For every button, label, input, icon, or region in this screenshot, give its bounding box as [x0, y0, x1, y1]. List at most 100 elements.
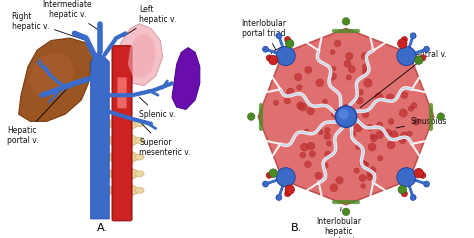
Circle shape: [266, 55, 272, 61]
Circle shape: [300, 152, 306, 158]
Circle shape: [330, 184, 338, 192]
Circle shape: [269, 169, 278, 178]
Circle shape: [301, 143, 309, 151]
Circle shape: [424, 47, 429, 52]
Circle shape: [411, 102, 417, 109]
Circle shape: [284, 36, 291, 43]
Circle shape: [297, 102, 304, 109]
Circle shape: [390, 131, 398, 139]
Circle shape: [368, 143, 376, 151]
Circle shape: [410, 195, 416, 200]
Ellipse shape: [102, 121, 111, 127]
Ellipse shape: [102, 138, 111, 143]
Circle shape: [324, 133, 331, 139]
Circle shape: [375, 93, 383, 101]
Ellipse shape: [108, 167, 138, 180]
Circle shape: [263, 46, 268, 52]
Circle shape: [361, 184, 365, 188]
Circle shape: [364, 79, 372, 87]
Circle shape: [309, 151, 316, 157]
Circle shape: [263, 181, 268, 187]
Ellipse shape: [135, 188, 144, 193]
Ellipse shape: [102, 154, 111, 160]
Polygon shape: [116, 24, 163, 86]
Text: A.: A.: [97, 223, 108, 233]
Circle shape: [359, 160, 366, 167]
Circle shape: [376, 122, 383, 128]
Text: Central v.: Central v.: [360, 50, 447, 108]
Circle shape: [276, 46, 295, 65]
Circle shape: [401, 92, 408, 99]
Circle shape: [346, 75, 352, 80]
Circle shape: [336, 177, 343, 184]
Polygon shape: [91, 52, 109, 219]
Circle shape: [376, 131, 383, 139]
Circle shape: [397, 46, 416, 65]
Ellipse shape: [108, 134, 138, 147]
Circle shape: [342, 104, 351, 113]
Ellipse shape: [102, 188, 111, 193]
Circle shape: [276, 195, 282, 200]
Circle shape: [348, 65, 356, 73]
Circle shape: [344, 60, 351, 67]
Circle shape: [342, 18, 350, 25]
Circle shape: [410, 33, 416, 39]
Text: Hepatic
portal v.: Hepatic portal v.: [7, 88, 68, 145]
Circle shape: [386, 94, 395, 102]
Circle shape: [354, 168, 359, 173]
Circle shape: [331, 66, 336, 71]
Circle shape: [361, 161, 367, 168]
Circle shape: [348, 111, 356, 119]
Circle shape: [346, 52, 353, 60]
Polygon shape: [18, 38, 93, 121]
Circle shape: [384, 129, 392, 136]
Circle shape: [304, 129, 309, 134]
Circle shape: [294, 73, 302, 81]
Circle shape: [362, 63, 370, 71]
Circle shape: [401, 36, 408, 43]
Circle shape: [344, 118, 352, 126]
Circle shape: [331, 109, 339, 118]
Ellipse shape: [135, 154, 144, 160]
Circle shape: [398, 185, 407, 194]
Circle shape: [322, 162, 328, 169]
Circle shape: [361, 52, 369, 60]
Text: Sinusoids: Sinusoids: [396, 117, 447, 128]
Circle shape: [399, 137, 406, 144]
Circle shape: [370, 134, 375, 139]
Circle shape: [367, 174, 373, 180]
Circle shape: [398, 39, 407, 48]
Circle shape: [276, 33, 282, 39]
Text: Intermediate
hepatic v.: Intermediate hepatic v.: [43, 0, 98, 30]
Circle shape: [328, 72, 337, 80]
Circle shape: [304, 161, 311, 168]
Circle shape: [305, 66, 312, 74]
Circle shape: [362, 111, 369, 118]
Circle shape: [286, 88, 294, 96]
Circle shape: [316, 79, 324, 87]
Circle shape: [338, 106, 344, 112]
Circle shape: [407, 131, 412, 136]
Circle shape: [399, 109, 408, 117]
Circle shape: [377, 156, 383, 161]
Circle shape: [412, 118, 419, 125]
Polygon shape: [128, 33, 155, 79]
Ellipse shape: [102, 171, 111, 177]
Polygon shape: [28, 52, 74, 98]
Circle shape: [357, 89, 364, 95]
Circle shape: [284, 98, 291, 104]
Circle shape: [370, 167, 376, 173]
Polygon shape: [172, 48, 200, 109]
Circle shape: [276, 33, 282, 39]
Circle shape: [366, 124, 374, 131]
Text: Interlobular
portal triad: Interlobular portal triad: [242, 19, 287, 54]
Circle shape: [401, 132, 408, 139]
Ellipse shape: [135, 171, 144, 177]
Text: Splenic v.: Splenic v.: [139, 97, 176, 119]
Ellipse shape: [135, 121, 144, 127]
Circle shape: [414, 56, 423, 64]
Circle shape: [424, 181, 429, 187]
Circle shape: [410, 195, 416, 200]
Circle shape: [397, 168, 416, 187]
Circle shape: [401, 191, 408, 197]
